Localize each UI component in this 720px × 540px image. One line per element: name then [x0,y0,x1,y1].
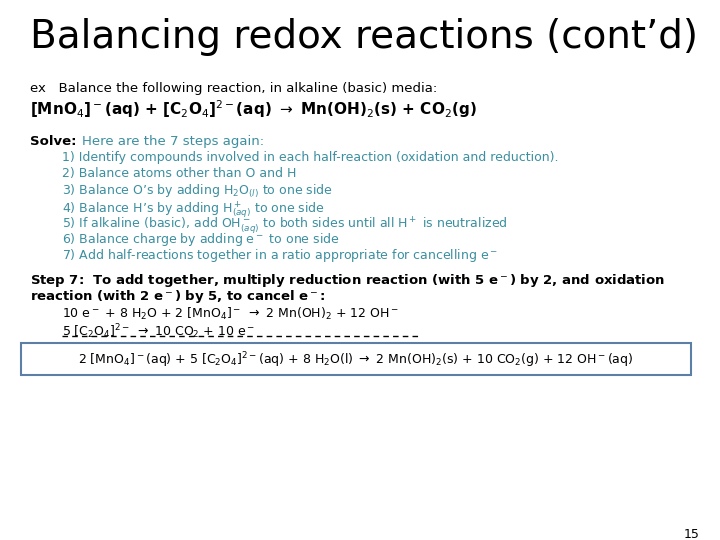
Text: reaction (with 2 e$^-$) by 5, to cancel e$^-$:: reaction (with 2 e$^-$) by 5, to cancel … [30,288,325,305]
Text: 3) Balance O’s by adding H$_2$O$_{(l)}$ to one side: 3) Balance O’s by adding H$_2$O$_{(l)}$ … [62,183,333,200]
Text: Here are the 7 steps again:: Here are the 7 steps again: [82,135,264,148]
Text: 1) Identify compounds involved in each half-reaction (oxidation and reduction).: 1) Identify compounds involved in each h… [62,151,559,164]
Text: 7) Add half-reactions together in a ratio appropriate for cancelling e$^-$: 7) Add half-reactions together in a rati… [62,247,498,264]
Text: ex   Balance the following reaction, in alkaline (basic) media:: ex Balance the following reaction, in al… [30,82,437,95]
Text: Solve:: Solve: [30,135,81,148]
Text: 2 [MnO$_4$]$^-$(aq) + 5 [C$_2$O$_4$]$^{2-}$(aq) + 8 H$_2$O(l) $\rightarrow$ 2 Mn: 2 [MnO$_4$]$^-$(aq) + 5 [C$_2$O$_4$]$^{2… [78,350,634,369]
Text: 5) If alkaline (basic), add OH$^-_{(aq)}$ to both sides until all H$^+$ is neutr: 5) If alkaline (basic), add OH$^-_{(aq)}… [62,215,508,235]
Text: 4) Balance H’s by adding H$^+_{(aq)}$ to one side: 4) Balance H’s by adding H$^+_{(aq)}$ to… [62,199,325,220]
Text: 6) Balance charge by adding e$^-$ to one side: 6) Balance charge by adding e$^-$ to one… [62,231,340,248]
Text: Balancing redox reactions (cont’d): Balancing redox reactions (cont’d) [30,18,698,56]
FancyBboxPatch shape [21,343,691,375]
Text: 2) Balance atoms other than O and H: 2) Balance atoms other than O and H [62,167,297,180]
Text: 5 [C$_2$O$_4$]$^{2-}$ $\rightarrow$ 10 CO$_2$ + 10 e$^-$: 5 [C$_2$O$_4$]$^{2-}$ $\rightarrow$ 10 C… [62,322,255,341]
Text: [MnO$_4$]$^-$(aq) + [C$_2$O$_4$]$^{2-}$(aq) $\rightarrow$ Mn(OH)$_2$(s) + CO$_2$: [MnO$_4$]$^-$(aq) + [C$_2$O$_4$]$^{2-}$(… [30,98,477,120]
Text: 10 e$^-$ + 8 H$_2$O + 2 [MnO$_4$]$^-$ $\rightarrow$ 2 Mn(OH)$_2$ + 12 OH$^-$: 10 e$^-$ + 8 H$_2$O + 2 [MnO$_4$]$^-$ $\… [62,306,399,322]
Text: Step 7:  To add together, multiply reduction reaction (with 5 e$^-$) by 2, and o: Step 7: To add together, multiply reduct… [30,272,665,289]
Text: 15: 15 [684,528,700,540]
